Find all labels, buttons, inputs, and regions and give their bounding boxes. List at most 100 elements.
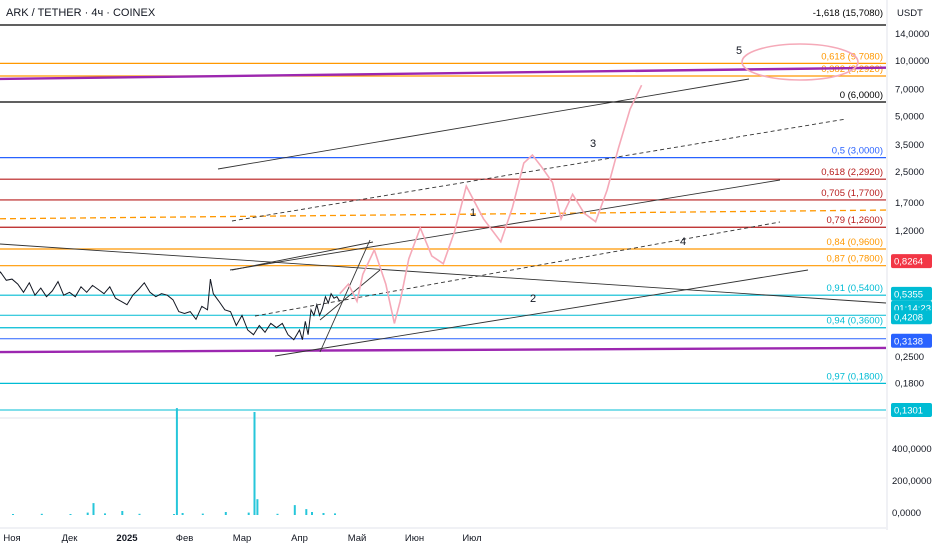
fib-level-label: 0,84 (0,9600) [826,237,883,248]
time-axis[interactable]: Ноя Дек 2025 Фев Мар Апр Май Июн Июл [0,527,886,544]
volume-tick-label: 0,0000 [892,508,921,519]
purple-support-line [0,346,887,354]
fib-level-label: 0,87 (0,7800) [826,254,883,265]
trend-line [274,269,809,357]
volume-bar [334,513,336,515]
volume-tick-label: 400,0000 [892,444,932,455]
fib-level-label: 0,705 (1,7700) [821,188,883,199]
volume-bar [181,513,184,515]
fib-level-label: 0,94 (0,3600) [826,316,883,327]
trend-lines [0,78,887,357]
x-tick-label: Апр [291,533,308,544]
volume-bar [311,512,313,515]
volume-bars [12,408,336,515]
y-tick-label: 0,2500 [895,352,924,363]
volume-bar [305,509,308,515]
volume-bar [104,513,106,515]
currency-label: USDT [897,8,923,19]
trend-line [217,78,750,170]
trend-line [229,179,781,271]
y-tick-label: 7,0000 [895,85,924,96]
price-series [0,271,341,341]
wave-label: 3 [590,138,596,150]
price-badge-label: 01:14:23 [894,303,931,314]
fibonacci-levels: -1,618 (15,7080)0,618 (9,7080)0,382 (8,2… [0,0,888,530]
target-circle [741,43,859,81]
wave-label: 4 [680,236,686,248]
y-tick-label: 1,2000 [895,226,924,237]
price-badge: 0,3138 [891,333,932,348]
y-tick-label: 10,0000 [895,56,929,67]
header: ARK / TETHER · 4ч · COINEX USDT [6,7,923,19]
volume-bar [40,513,43,515]
x-tick-label: Фев [176,533,194,544]
trend-line [231,118,847,222]
volume-bar [69,514,72,515]
wave-label: 5 [736,45,742,57]
fib-level-label: -1,618 (15,7080) [813,8,883,19]
volume-bar [256,499,259,515]
fib-level-label: 0,91 (0,5400) [826,283,883,294]
price-badge: 0,8264 [891,254,932,269]
volume-tick-label: 200,0000 [892,476,932,487]
dashed-support-line [0,209,887,220]
x-tick-label: Ноя [3,533,20,544]
price-badge: 0,1301 [891,403,932,417]
x-tick-label: 2025 [116,533,138,544]
volume-bar [86,512,89,515]
price-line [0,271,341,341]
y-tick-label: 1,7000 [895,198,924,209]
volume-bar [247,512,250,515]
volume-bar [92,503,95,515]
wave-label: 1 [470,207,476,219]
volume-bar [121,511,124,515]
volume-bar [322,513,325,515]
price-badge-label: 0,3138 [894,336,923,347]
y-tick-label: 5,0000 [895,112,924,123]
x-tick-label: Дек [62,533,79,544]
purple-resistance-line [0,66,887,81]
symbol-title: ARK / TETHER · 4ч · COINEX [6,7,156,19]
price-axis[interactable]: 14,0000 10,0000 7,0000 5,0000 3,5000 2,5000 1,… [892,29,932,519]
trend-line [0,243,887,304]
y-tick-label: 14,0000 [895,29,929,40]
x-tick-label: Мар [233,533,252,544]
x-tick-label: Июл [462,533,481,544]
volume-bar [138,513,141,515]
x-tick-label: Май [348,533,367,544]
fib-level-label: 0,97 (0,1800) [826,371,883,382]
trend-line [319,269,381,321]
price-badge: 0,4208 [891,310,932,325]
y-tick-label: 3,5000 [895,140,924,151]
volume-bar [276,513,279,515]
fib-level-label: 0,79 (1,2600) [826,215,883,226]
trend-line [231,241,374,271]
projection-line [339,84,643,324]
y-tick-label: 0,1800 [895,378,924,389]
volume-bar [293,505,296,515]
y-tick-label: 2,5000 [895,167,924,178]
fib-level-label: 0,618 (9,7080) [821,51,883,62]
price-badges: 0,8264 0,5355 01:14:230,4208 0,3138 0,1301 [891,254,932,417]
volume-bar [224,512,227,515]
volume-bar [12,514,14,515]
fib-level-label: 0,618 (2,2920) [821,167,883,178]
price-badge-label: 0,4208 [894,313,923,324]
projection-path [339,43,859,324]
wave-labels: 1 2 3 4 5 [470,45,742,305]
price-badge-label: 0,1301 [894,406,923,417]
volume-bar [173,514,175,515]
trend-line [254,221,781,317]
trend-line [319,239,371,353]
fib-level-label: 0,5 (3,0000) [832,146,883,157]
price-badge-label: 0,8264 [894,257,923,268]
wave-label: 2 [530,293,536,305]
volume-bar [253,412,256,515]
x-tick-label: Июн [405,533,424,544]
volume-bar [201,513,204,515]
fib-level-label: 0 (6,0000) [840,90,883,101]
price-badge-label: 0,5355 [894,289,923,300]
price-badge: 0,5355 [891,286,932,301]
volume-bar [175,408,178,515]
